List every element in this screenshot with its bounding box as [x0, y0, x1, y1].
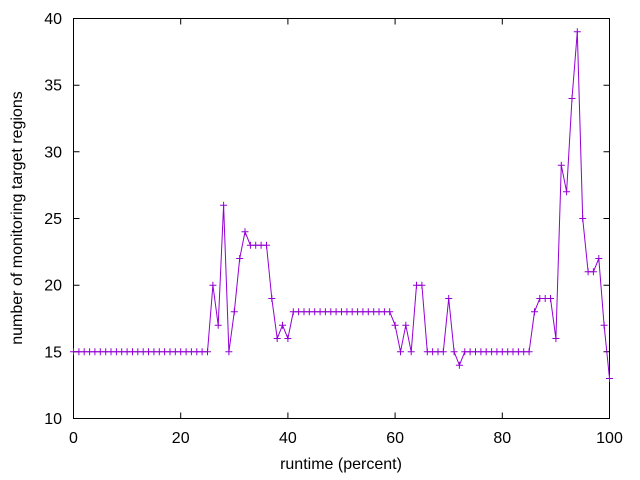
- plot-border: [73, 18, 610, 419]
- x-axis-label: runtime (percent): [280, 456, 402, 473]
- y-tick-label: 35: [44, 78, 62, 95]
- y-axis-label: number of monitoring target regions: [9, 91, 26, 344]
- y-tick-label: 40: [44, 11, 62, 28]
- axis-ticks: [73, 18, 610, 419]
- y-tick-label: 15: [44, 344, 62, 361]
- x-tick-label: 60: [386, 430, 404, 447]
- data-point-markers: [70, 28, 613, 382]
- axes: 0 20 40 60 80 100 10 15 20 25 30 35 40: [44, 11, 623, 447]
- data-series: [70, 28, 613, 382]
- y-tick-label: 30: [44, 144, 62, 161]
- x-tick-label: 0: [69, 430, 78, 447]
- x-tick-label: 40: [279, 430, 297, 447]
- data-series-line: [73, 31, 610, 379]
- y-tick-label: 20: [44, 278, 62, 295]
- x-tick-label: 80: [493, 430, 511, 447]
- x-tick-label: 100: [596, 430, 623, 447]
- x-tick-label: 20: [172, 430, 190, 447]
- y-tick-label: 10: [44, 411, 62, 428]
- y-tick-label: 25: [44, 211, 62, 228]
